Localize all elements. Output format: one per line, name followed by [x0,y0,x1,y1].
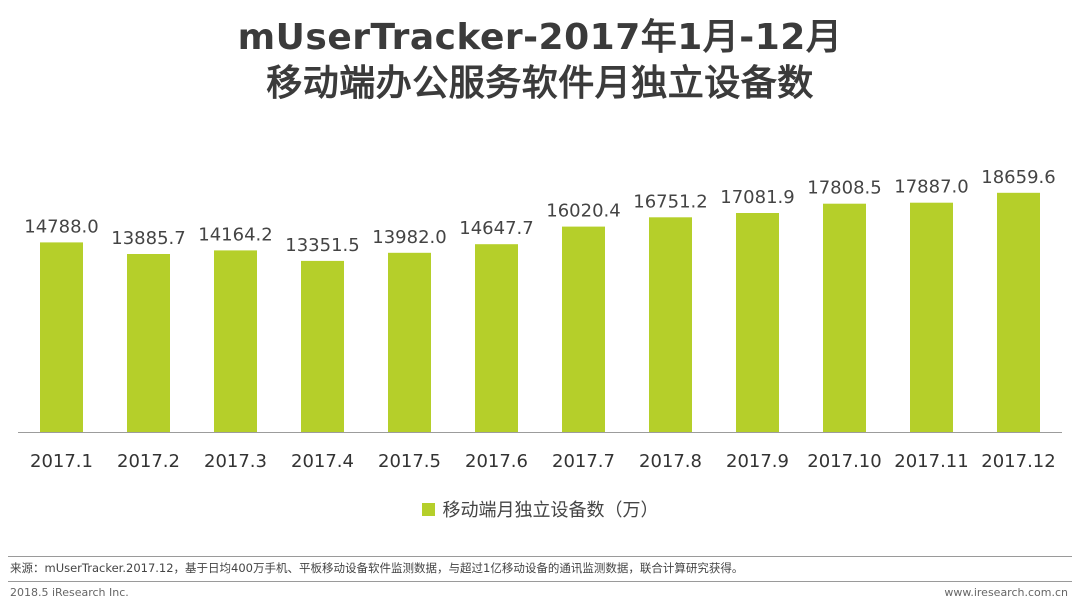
x-tick-2017.5: 2017.5 [378,451,441,472]
bar-2017.7 [562,226,605,432]
bar-2017.1 [40,242,83,432]
website-link[interactable]: www.iresearch.com.cn [944,586,1068,599]
x-tick-2017.3: 2017.3 [204,451,267,472]
bar-2017.2 [127,254,170,432]
legend-swatch [421,503,435,516]
bar-2017.5 [388,252,431,432]
data-label-2017.1: 14788.0 [24,216,98,237]
data-label-2017.8: 16751.2 [633,191,707,212]
x-tick-2017.12: 2017.12 [981,451,1055,472]
x-tick-2017.11: 2017.11 [894,451,968,472]
bar-2017.6 [475,244,518,432]
data-label-2017.9: 17081.9 [720,187,794,208]
x-tick-2017.2: 2017.2 [117,451,180,472]
data-label-2017.11: 17887.0 [894,177,968,198]
data-label-2017.12: 18659.6 [981,167,1055,188]
source-note: 来源：mUserTracker.2017.12，基于日均400万手机、平板移动设… [10,561,744,575]
bar-2017.9 [736,213,779,432]
bar-2017.10 [823,203,866,432]
x-tick-2017.10: 2017.10 [807,451,881,472]
data-label-2017.3: 14164.2 [198,224,272,245]
footer-divider-top [8,556,1072,557]
bar-2017.11 [910,202,953,432]
data-label-2017.10: 17808.5 [807,178,881,199]
copyright: 2018.5 iResearch Inc. [10,586,129,599]
bar-2017.12 [997,192,1040,432]
x-tick-2017.4: 2017.4 [291,451,354,472]
data-label-2017.4: 13351.5 [285,235,359,256]
x-tick-2017.8: 2017.8 [639,451,702,472]
footer-divider-bottom [8,581,1072,582]
x-tick-2017.9: 2017.9 [726,451,789,472]
chart-title-line1: mUserTracker-2017年1月-12月 [237,17,843,58]
bar-2017.4 [301,260,344,432]
data-label-2017.5: 13982.0 [372,227,446,248]
data-label-2017.6: 14647.7 [459,218,533,239]
legend-label: 移动端月独立设备数（万） [442,500,659,521]
bar-2017.3 [214,250,257,432]
data-label-2017.2: 13885.7 [111,228,185,249]
chart-legend: 移动端月独立设备数（万） [0,496,1080,522]
chart-title-line2: 移动端办公服务软件月独立设备数 [266,63,814,104]
x-tick-2017.7: 2017.7 [552,451,615,472]
x-tick-2017.1: 2017.1 [30,451,93,472]
x-tick-2017.6: 2017.6 [465,451,528,472]
data-label-2017.7: 16020.4 [546,201,620,222]
bar-2017.8 [649,217,692,432]
bar-chart: 14788.0 2017.1 13885.7 2017.2 14164.2 2017.3 1… [18,167,1062,472]
